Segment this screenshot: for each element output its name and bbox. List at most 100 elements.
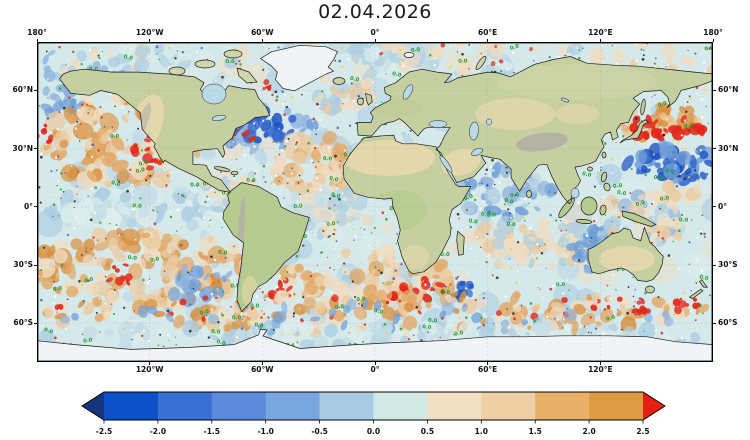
tick-mark (36, 39, 38, 42)
lat-tick-label: 30°S (13, 260, 33, 270)
contour-label: 0.0 (123, 54, 134, 62)
tick-mark (34, 89, 37, 91)
land-ellesmere-island (224, 50, 242, 58)
contour-label: 0.0 (509, 43, 520, 52)
anomaly-central-indian-mottle (462, 215, 588, 270)
colorbar-tick-label: -2.0 (150, 427, 166, 436)
lake-caspian-sea (469, 121, 479, 141)
contour-label: 0.0 (190, 182, 200, 188)
contour-label: 0.0 (486, 210, 497, 219)
contour-label: 0.0 (653, 175, 664, 183)
contour-label: 0.0 (216, 339, 227, 347)
contour-label: 0.0 (329, 176, 340, 184)
contour-label: 0.0 (246, 178, 256, 184)
colorbar-tick-label: 1.0 (475, 427, 488, 436)
land-svalbard (404, 52, 414, 58)
colorbar-segment (211, 392, 266, 420)
colorbar-segment (319, 392, 374, 420)
lake-great-lakes (211, 115, 227, 121)
terrain-australia-interior-tan (599, 246, 655, 272)
contour-label: 0.0 (411, 47, 421, 54)
contour-label: 0.0 (323, 156, 333, 163)
colorbar-tick-label: -1.5 (204, 427, 220, 436)
colorbar-tick-label: -0.5 (311, 427, 327, 436)
colorbar-tick-label: 0.0 (367, 427, 380, 436)
tick-mark (487, 39, 489, 42)
land-philippines-south (603, 183, 611, 191)
anomaly-s-pacific-reds (106, 263, 133, 286)
tick-mark (34, 322, 37, 324)
contour-label: 0.0 (468, 218, 478, 226)
lon-tick-label: 120°W (135, 28, 164, 37)
land-japan (620, 119, 649, 143)
tick-mark (34, 264, 37, 266)
tick-mark (713, 322, 716, 324)
contour-label: 0.0 (83, 337, 93, 345)
terrain-amazon-green (243, 199, 291, 229)
land-sri-lanka (526, 190, 532, 198)
terrain-kalahari (401, 245, 429, 269)
map-border (37, 42, 713, 362)
lon-tick-label: 0° (370, 365, 380, 374)
anomaly-w-pacific-cold (621, 140, 713, 187)
lat-tick-label: 60°N (12, 85, 33, 95)
contour-label: 0.0 (150, 256, 161, 264)
colorbar-tick-label: -2.5 (96, 427, 112, 436)
land-borneo (581, 197, 597, 215)
tick-mark (713, 206, 716, 208)
contour-label: 0.0 (458, 58, 468, 64)
contour-label: 0.0 (480, 211, 491, 219)
tick-mark (713, 264, 716, 266)
land-cuba (214, 166, 230, 172)
tick-mark (713, 148, 716, 150)
lat-tick-label: 60°S (718, 318, 738, 328)
contour-label: 0.0 (699, 274, 710, 282)
contour-label: 0.0 (132, 203, 142, 209)
land-sulawesi (599, 205, 607, 215)
contour-label: 0.0 (135, 167, 146, 175)
colorbar-segment (427, 392, 482, 420)
gridline-layer (37, 42, 713, 362)
colorbar-segment (481, 392, 536, 420)
land-nz-north-island (699, 279, 708, 288)
land-taiwan (602, 152, 606, 158)
colorbar-under-arrow (82, 392, 104, 420)
plot-title: 02.04.2026 (318, 1, 432, 23)
contour-label: 0.0 (440, 252, 450, 258)
tick-mark (149, 362, 151, 365)
land-antarctica (37, 329, 713, 362)
contour-label: 0.0 (679, 217, 689, 223)
colorbar-segment (265, 392, 320, 420)
land-canadian-archipelago (195, 60, 215, 68)
contour-label: 0.0 (226, 59, 236, 65)
land-philippines-north (601, 172, 607, 182)
contour-label: 0.0 (660, 195, 670, 202)
lat-tick-label: 0° (718, 201, 727, 211)
lon-tick-label: 120°E (588, 28, 613, 37)
contour-label: 0.0 (422, 324, 432, 331)
lake-persian-gulf (471, 148, 483, 156)
contour-label: 0.0 (293, 203, 303, 210)
contour-label: 0.0 (127, 255, 137, 262)
contour-label: 0.0 (356, 296, 366, 303)
tick-mark (487, 362, 489, 365)
lat-tick-label: 60°S (13, 318, 33, 328)
colorbar-tick-label: 2.0 (582, 427, 595, 436)
terrain-sahara-desert (343, 140, 435, 176)
contour-label: 0.0 (138, 160, 149, 168)
land-hainan (587, 167, 593, 171)
lake-layer (201, 83, 580, 199)
land-tasmania (645, 286, 655, 293)
colorbar-segment (373, 392, 428, 420)
contour-label: 0.0 (664, 168, 675, 176)
contour-label: 0.0 (218, 249, 228, 256)
anomaly-new-zealand-reds (672, 297, 701, 315)
contour-label: 0.0 (657, 100, 668, 109)
colorbar-tick-label: 0.5 (421, 427, 434, 436)
contour-label: 0.0 (230, 283, 240, 290)
anomaly-w-pacific-pale (652, 180, 713, 210)
contour-label: 0.0 (199, 309, 210, 317)
lake-lake-baikal (560, 97, 570, 103)
contour-label: 0.0 (506, 221, 516, 228)
lat-tick-label: 60°N (718, 85, 739, 95)
